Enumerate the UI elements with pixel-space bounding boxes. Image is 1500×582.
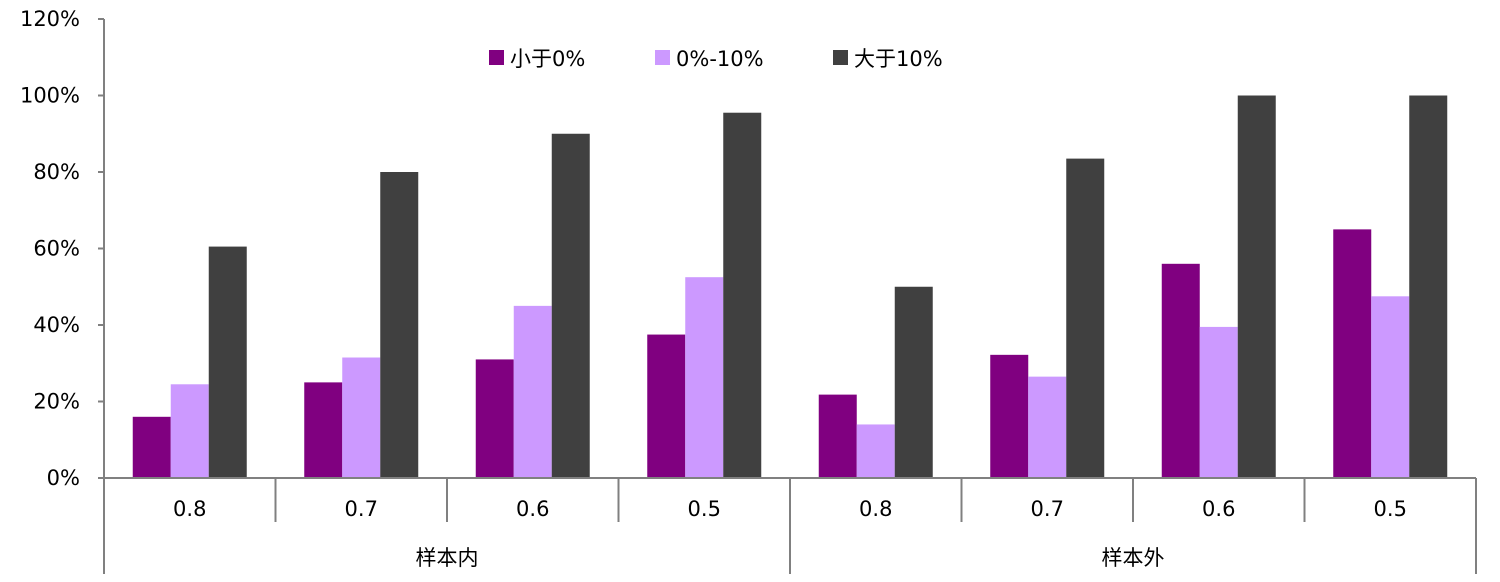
y-tick-label: 80% <box>33 160 80 184</box>
x-tick-label: 0.5 <box>688 497 721 521</box>
bar-3-3 <box>551 133 590 478</box>
y-tick-label: 60% <box>33 237 80 261</box>
bar-2-7 <box>1199 326 1238 478</box>
bar-1-3 <box>475 359 514 478</box>
bar-2-2 <box>342 357 381 478</box>
bar-1-5 <box>818 394 857 478</box>
bar-3-7 <box>1237 95 1276 478</box>
y-tick-label: 100% <box>20 84 80 108</box>
x-tick-label: 0.6 <box>516 497 549 521</box>
bar-1-8 <box>1333 229 1372 478</box>
x-tick-label: 0.8 <box>859 497 892 521</box>
bar-3-8 <box>1409 95 1448 478</box>
y-tick-label: 20% <box>33 390 80 414</box>
bar-3-6 <box>1066 158 1105 479</box>
bar-2-1 <box>170 384 209 478</box>
bar-3-2 <box>380 172 419 478</box>
x-tick-label: 0.6 <box>1202 497 1235 521</box>
y-tick-label: 40% <box>33 313 80 337</box>
legend-label-1: 小于0% <box>510 47 585 71</box>
x-tick-label: 0.7 <box>345 497 378 521</box>
bar-3-5 <box>894 286 933 478</box>
bars <box>132 95 1448 479</box>
bar-1-1 <box>132 416 171 478</box>
x-tick-label: 0.5 <box>1374 497 1407 521</box>
bar-3-1 <box>208 246 247 478</box>
legend-swatch-1 <box>489 50 504 65</box>
legend: 小于0% 0%-10% 大于10% <box>489 47 943 71</box>
bar-1-4 <box>647 334 686 478</box>
y-axis: 0% 20% 40% 60% 80% 100% 120% <box>20 7 105 574</box>
bar-3-4 <box>723 112 762 479</box>
bar-2-6 <box>1028 376 1067 478</box>
bar-1-6 <box>990 354 1029 478</box>
x-tick-label: 0.8 <box>173 497 206 521</box>
bar-2-8 <box>1371 296 1410 478</box>
legend-swatch-2 <box>655 50 670 65</box>
group-label: 样本外 <box>1102 546 1165 570</box>
bar-1-2 <box>304 382 343 478</box>
group-label: 样本内 <box>416 546 479 570</box>
bar-1-7 <box>1161 263 1200 478</box>
y-tick-label: 0% <box>47 466 80 490</box>
legend-label-2: 0%-10% <box>676 47 764 71</box>
legend-label-3: 大于10% <box>854 47 943 71</box>
x-tick-label: 0.7 <box>1031 497 1064 521</box>
bar-2-5 <box>856 424 895 478</box>
x-axis: 0.8 0.7 0.6 0.5 0.8 0.7 0.6 0.5 样本内 样本外 <box>104 477 1477 574</box>
legend-swatch-3 <box>833 50 848 65</box>
bar-2-4 <box>685 277 724 478</box>
y-tick-label: 120% <box>20 7 80 31</box>
bar-2-3 <box>513 305 552 478</box>
